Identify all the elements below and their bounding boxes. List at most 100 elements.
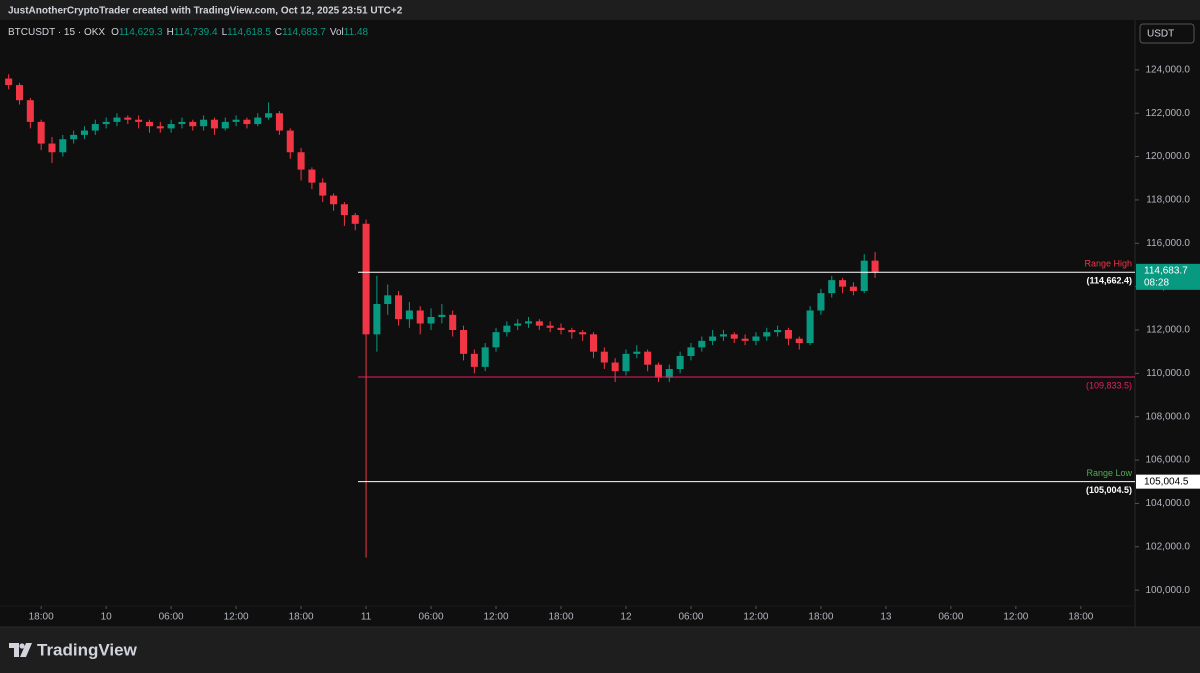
- candle-body: [665, 369, 673, 378]
- candle-body: [709, 336, 717, 341]
- candle-body: [384, 295, 392, 304]
- candle-body: [405, 310, 413, 320]
- candle-body: [15, 85, 24, 101]
- candle-body: [752, 336, 760, 341]
- logo: [9, 643, 32, 657]
- candle-body: [676, 356, 684, 370]
- y-tick-label: 116,000.0: [1146, 238, 1190, 249]
- y-tick-label: 122,000.0: [1146, 108, 1191, 119]
- y-tick-label: 112,000.0: [1146, 325, 1190, 336]
- x-tick-label: 10: [101, 612, 113, 623]
- countdown: 08:28: [1144, 277, 1169, 288]
- candle-body: [828, 280, 836, 294]
- candle-body: [849, 286, 857, 291]
- candle-body: [589, 334, 598, 352]
- candle-body: [373, 303, 381, 335]
- candle-body: [860, 260, 868, 291]
- x-tick-label: 12:00: [224, 612, 249, 623]
- x-tick-label: 18:00: [808, 612, 833, 623]
- candle-body: [340, 204, 348, 216]
- y-tick-label: 118,000.0: [1146, 195, 1190, 206]
- y-tick-label: 102,000.0: [1146, 541, 1191, 552]
- y-tick-label: 100,000.0: [1146, 585, 1191, 596]
- candle-body: [351, 215, 359, 224]
- axis-badge: [1136, 474, 1200, 489]
- candle-body: [200, 119, 208, 127]
- candle-body: [557, 327, 565, 331]
- candle-body: [221, 121, 229, 129]
- candle-body: [687, 347, 695, 357]
- candle-body: [135, 119, 143, 122]
- last-price-label: 114,683.7: [1144, 265, 1188, 276]
- candle-body: [362, 223, 370, 335]
- candle-body: [449, 314, 457, 331]
- x-tick-label: 12:00: [484, 612, 509, 623]
- candle-body: [113, 117, 121, 122]
- candle-body: [427, 316, 435, 324]
- candle-body: [102, 121, 110, 125]
- candle-body: [774, 330, 782, 333]
- candle-body: [91, 124, 99, 131]
- legend-value: 114,683.7: [282, 27, 326, 38]
- candle-body: [784, 330, 792, 339]
- candle-body: [243, 119, 251, 125]
- candle-body: [763, 332, 771, 337]
- candle-body: [698, 340, 706, 348]
- candle-body: [5, 78, 13, 86]
- candle-body: [70, 134, 78, 140]
- candle-body: [622, 353, 630, 372]
- candle-body: [795, 338, 803, 344]
- candle-body: [817, 293, 825, 311]
- y-tick-label: 110,000.0: [1146, 368, 1190, 379]
- candle-body: [438, 314, 446, 317]
- legend-key: C: [275, 27, 282, 38]
- x-tick-label: 12:00: [1003, 612, 1028, 623]
- legend-key: O: [111, 27, 119, 38]
- candle-body: [275, 113, 283, 131]
- candle-body: [48, 143, 56, 153]
- x-tick-label: 12: [620, 612, 632, 623]
- candle-body: [871, 260, 879, 272]
- legend-key: L: [222, 27, 228, 38]
- candle-body: [308, 169, 316, 183]
- brand: TradingView: [37, 640, 138, 659]
- legend-value: 114,629.3: [119, 27, 163, 38]
- x-tick-label: 06:00: [159, 612, 184, 623]
- currency-box[interactable]: [1139, 23, 1195, 44]
- legend-value: 114,739.4: [174, 27, 218, 38]
- level-name: Range High: [1084, 259, 1132, 269]
- candle-body: [26, 100, 34, 122]
- candle-body: [124, 117, 132, 120]
- candle-body: [37, 121, 45, 144]
- header-bar: [0, 0, 1200, 20]
- candle-body: [178, 121, 186, 125]
- candle-body: [503, 325, 511, 333]
- candle-body: [633, 351, 641, 354]
- candle-body: [654, 364, 662, 378]
- candle-body: [297, 152, 305, 170]
- y-tick-label: 104,000.0: [1146, 498, 1191, 509]
- symbol: BTCUSDT · 15 · OKX: [8, 27, 105, 38]
- legend-key: Vol: [330, 27, 344, 38]
- candle-body: [460, 330, 468, 354]
- x-tick-label: 18:00: [289, 612, 314, 623]
- candle-body: [579, 332, 587, 335]
- level-name: Range Low: [1086, 468, 1132, 478]
- candle-body: [524, 321, 533, 324]
- candle-body: [395, 295, 403, 320]
- candle-body: [319, 182, 327, 196]
- y-tick-label: 106,000.0: [1146, 455, 1191, 466]
- candle-body: [59, 139, 67, 153]
- candle-body: [514, 323, 522, 326]
- x-tick-label: 18:00: [548, 612, 573, 623]
- candle-body: [416, 310, 424, 324]
- candle-body: [481, 347, 489, 367]
- level-value: (105,004.5): [1086, 485, 1132, 495]
- level-value: (114,662.4): [1086, 276, 1132, 286]
- candle-body: [232, 119, 240, 122]
- footer-bar: [0, 627, 1200, 673]
- candle-body: [80, 130, 88, 135]
- y-tick-label: 124,000.0: [1146, 65, 1191, 76]
- legend-key: H: [167, 27, 174, 38]
- candle-body: [644, 351, 652, 365]
